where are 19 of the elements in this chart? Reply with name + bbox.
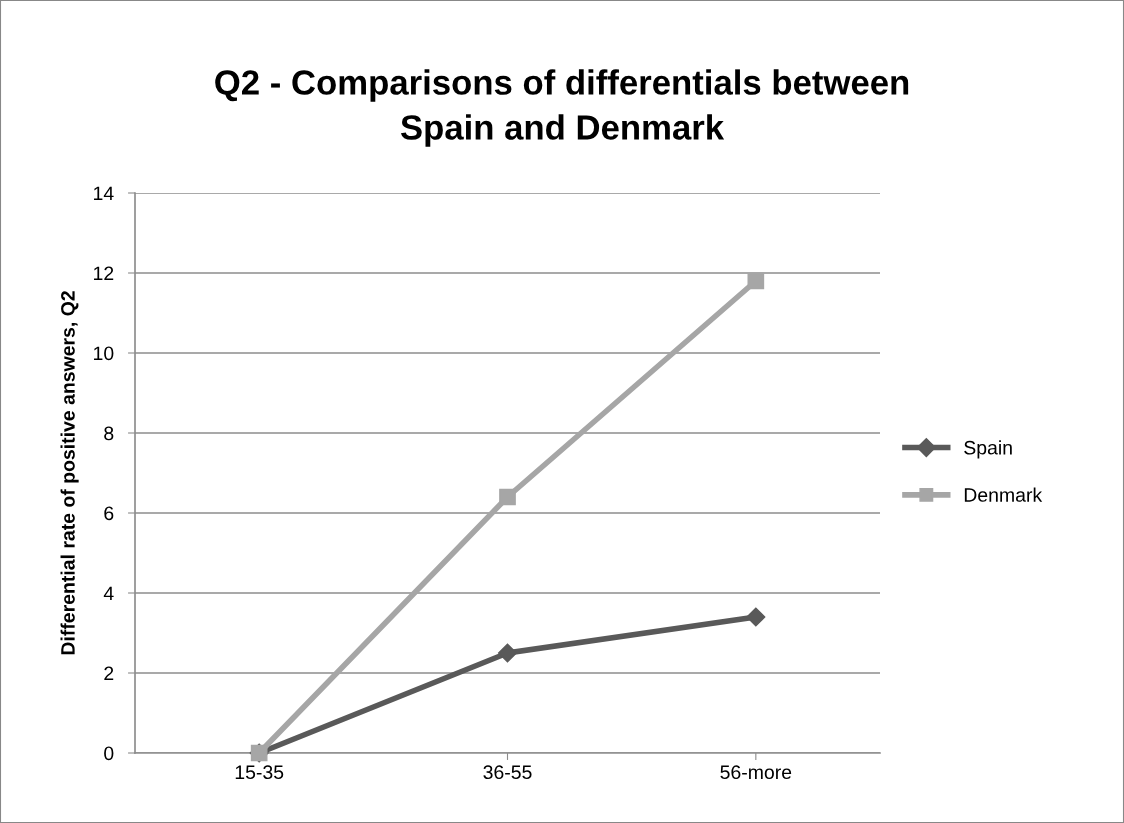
y-tick-label: 4 — [103, 586, 114, 601]
chart-title: Q2 - Comparisons of differentials between Spain and Denmark — [215, 69, 909, 147]
x-tick-label: 15-35 — [235, 765, 284, 780]
y-tick-label: 2 — [104, 666, 114, 681]
point — [746, 607, 766, 627]
y-tick-label: 12 — [94, 266, 114, 281]
y-tick-label: 10 — [94, 346, 114, 361]
y-tick-label: 6 — [104, 506, 114, 521]
y-axis-title: Differential rate of positive answers, Q2 — [60, 291, 79, 655]
point — [747, 272, 765, 290]
y-tick-label: 14 — [94, 186, 114, 201]
x-tick-label: 36-55 — [483, 765, 532, 780]
point — [497, 643, 518, 663]
point — [499, 488, 516, 506]
legend-label: Denmark — [964, 487, 1043, 502]
y-tick-label: 8 — [104, 426, 114, 441]
x-tick-label: 56-more — [720, 765, 792, 780]
legend-label: Spain — [964, 440, 1012, 459]
y-tick-label: 0 — [104, 746, 114, 761]
